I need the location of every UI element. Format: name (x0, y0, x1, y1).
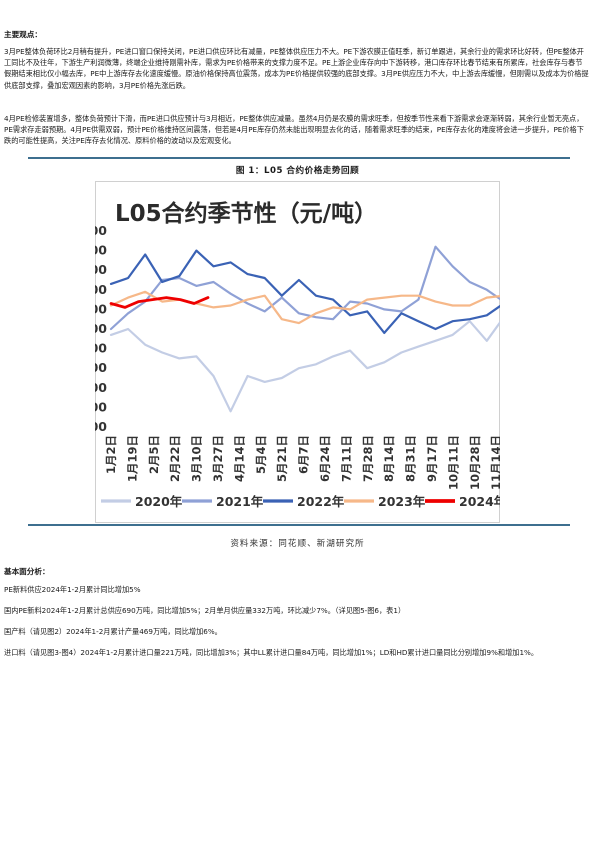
figure-bottom-rule (28, 524, 570, 526)
x-tick-label: 9月17日 (425, 435, 439, 482)
x-tick-label: 5月4日 (254, 435, 268, 474)
paragraph-april-outlook: 4月PE检修装置增多，整体负荷预计下滑，而PE进口供应预计与3月相近，PE整体供… (4, 114, 584, 146)
x-tick-label: 6月24日 (318, 435, 332, 482)
x-tick-label: 11月14日 (489, 435, 500, 490)
series-line-2 (109, 245, 500, 331)
y-tick-label: 6500 (95, 360, 107, 375)
fundamentals-line-2: 国内PE新料2024年1-2月累计总供应690万吨，同比增加5%；2月单月供应量… (4, 606, 406, 615)
legend-label: 2024年 (459, 494, 500, 509)
x-tick-label: 7月11日 (339, 435, 353, 482)
fundamentals-line-4: 进口料（请见图3-图4）2024年1-2月累计进口量221万吨，同比增加3%；其… (4, 648, 539, 657)
fundamentals-line-1: PE新料供应2024年1-2月累计同比增加5% (4, 585, 141, 594)
x-tick-label: 1月19日 (125, 435, 139, 482)
y-tick-label: 5000 (95, 419, 107, 434)
y-tick-label: 5500 (95, 399, 107, 414)
x-tick-label: 3月27日 (211, 435, 225, 482)
x-tick-label: 4月14日 (232, 435, 246, 482)
x-tick-label: 2月22日 (168, 435, 182, 482)
series-line-5 (109, 296, 210, 309)
x-tick-label: 10月28日 (468, 435, 482, 490)
figure-source: 资料来源：同花顺、新湖研究所 (230, 539, 365, 549)
x-tick-label: 8月14日 (382, 435, 396, 482)
y-tick-label: 9500 (95, 243, 107, 258)
section-heading-fundamentals: 基本面分析： (4, 567, 50, 576)
y-tick-label: 7500 (95, 321, 107, 336)
x-tick-label: 7月28日 (361, 435, 375, 482)
x-tick-label: 2月5日 (147, 435, 161, 474)
y-tick-label: 7000 (95, 341, 107, 356)
fundamentals-line-3: 国产料（请见图2）2024年1-2月累计产量469万吨，同比增加6%。 (4, 627, 222, 636)
x-tick-label: 8月31日 (404, 435, 418, 482)
series-line-1 (109, 320, 500, 413)
figure-caption: 图 1：L05 合约价格走势回顾 (235, 166, 360, 176)
y-tick-label: 8500 (95, 282, 107, 297)
x-tick-label: 3月10日 (190, 435, 204, 482)
paragraph-march-review: 3月PE整体负荷环比2月稍有提升，PE进口窗口保持关闭，PE进口供应环比有减量，… (4, 47, 589, 90)
chart-title: L05合约季节性（元/吨） (115, 200, 377, 227)
y-tick-label: 10000 (95, 223, 107, 238)
legend-label: 2022年 (297, 494, 345, 509)
legend-label: 2021年 (216, 494, 264, 509)
section-heading-main-views: 主要观点： (4, 30, 42, 39)
series-line-3 (109, 249, 500, 334)
x-tick-label: 6月7日 (297, 435, 311, 474)
figure-top-rule (28, 157, 570, 159)
x-tick-label: 10月11日 (446, 435, 460, 490)
y-tick-label: 9000 (95, 262, 107, 277)
y-tick-label: 8000 (95, 301, 107, 316)
x-tick-label: 1月2日 (104, 435, 118, 474)
seasonality-line-chart: L05合约季节性（元/吨） 10000 9500 9000 8500 8000 7500 70… (95, 181, 500, 523)
x-tick-label: 5月21日 (275, 435, 289, 482)
legend-label: 2020年 (135, 494, 183, 509)
legend-label: 2023年 (378, 494, 426, 509)
y-tick-label: 6000 (95, 380, 107, 395)
